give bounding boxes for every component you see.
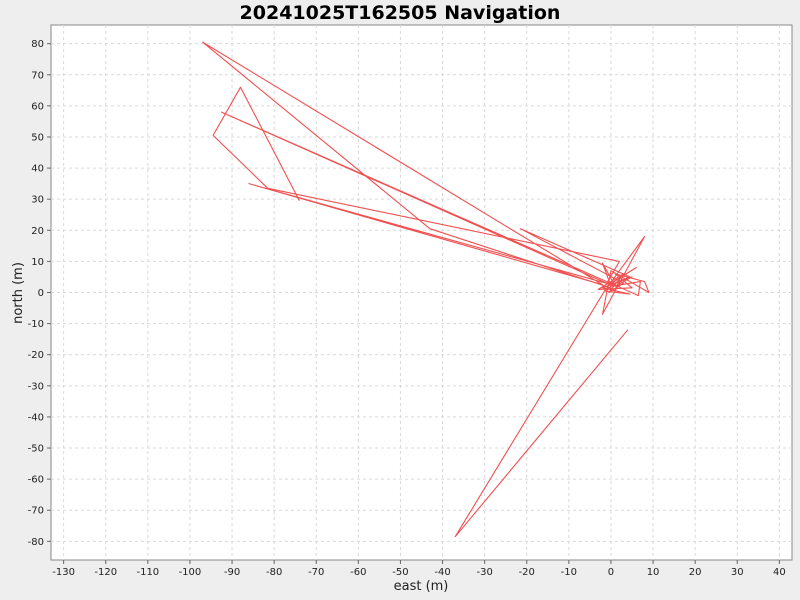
y-tick-label: 30 xyxy=(31,195,44,206)
y-tick-label: -60 xyxy=(28,475,44,486)
y-axis-label: north (m) xyxy=(11,262,26,324)
y-tick-label: -10 xyxy=(28,319,44,330)
x-tick-label: -100 xyxy=(179,567,202,578)
x-tick-label: -30 xyxy=(476,567,492,578)
x-tick-label: 10 xyxy=(647,567,660,578)
axis-ticks: -130 -120 -110 -100 -90 -80 -70 -60 -50 -40 -30 -20… xyxy=(28,39,786,578)
y-tick-label: 70 xyxy=(31,70,44,81)
x-tick-label: -60 xyxy=(350,567,366,578)
y-tick-label: -30 xyxy=(28,381,44,392)
x-axis-label: east (m) xyxy=(394,579,449,594)
x-tick-label: -120 xyxy=(94,567,117,578)
y-tick-label: 10 xyxy=(31,257,44,268)
x-tick-label: -50 xyxy=(392,567,408,578)
navigation-track-line xyxy=(202,41,650,538)
x-tick-label: -20 xyxy=(519,567,535,578)
x-tick-label: -90 xyxy=(224,567,240,578)
x-tick-label: -70 xyxy=(308,567,324,578)
x-tick-label: 40 xyxy=(773,567,786,578)
y-tick-label: -20 xyxy=(28,350,44,361)
grid-lines xyxy=(51,25,792,560)
y-tick-label: 20 xyxy=(31,226,44,237)
y-tick-label: -40 xyxy=(28,412,44,423)
y-tick-label: 80 xyxy=(31,39,44,50)
x-tick-label: -110 xyxy=(136,567,159,578)
x-tick-label: -40 xyxy=(434,567,450,578)
plot-area xyxy=(50,24,793,561)
y-tick-label: 40 xyxy=(31,164,44,175)
y-tick-label: 60 xyxy=(31,101,44,112)
x-tick-label: -10 xyxy=(561,567,577,578)
chart-title: 20241025T162505 Navigation xyxy=(240,2,561,24)
x-tick-label: -80 xyxy=(266,567,282,578)
x-tick-label: 30 xyxy=(731,567,744,578)
x-tick-label: 0 xyxy=(608,567,614,578)
y-tick-label: 50 xyxy=(31,132,44,143)
x-tick-label: 20 xyxy=(689,567,702,578)
y-tick-label: -70 xyxy=(28,506,44,517)
x-tick-label: -130 xyxy=(52,567,75,578)
y-tick-label: -50 xyxy=(28,444,44,455)
series-layer xyxy=(202,41,650,538)
y-tick-label: 0 xyxy=(38,288,44,299)
y-tick-label: -80 xyxy=(28,537,44,548)
